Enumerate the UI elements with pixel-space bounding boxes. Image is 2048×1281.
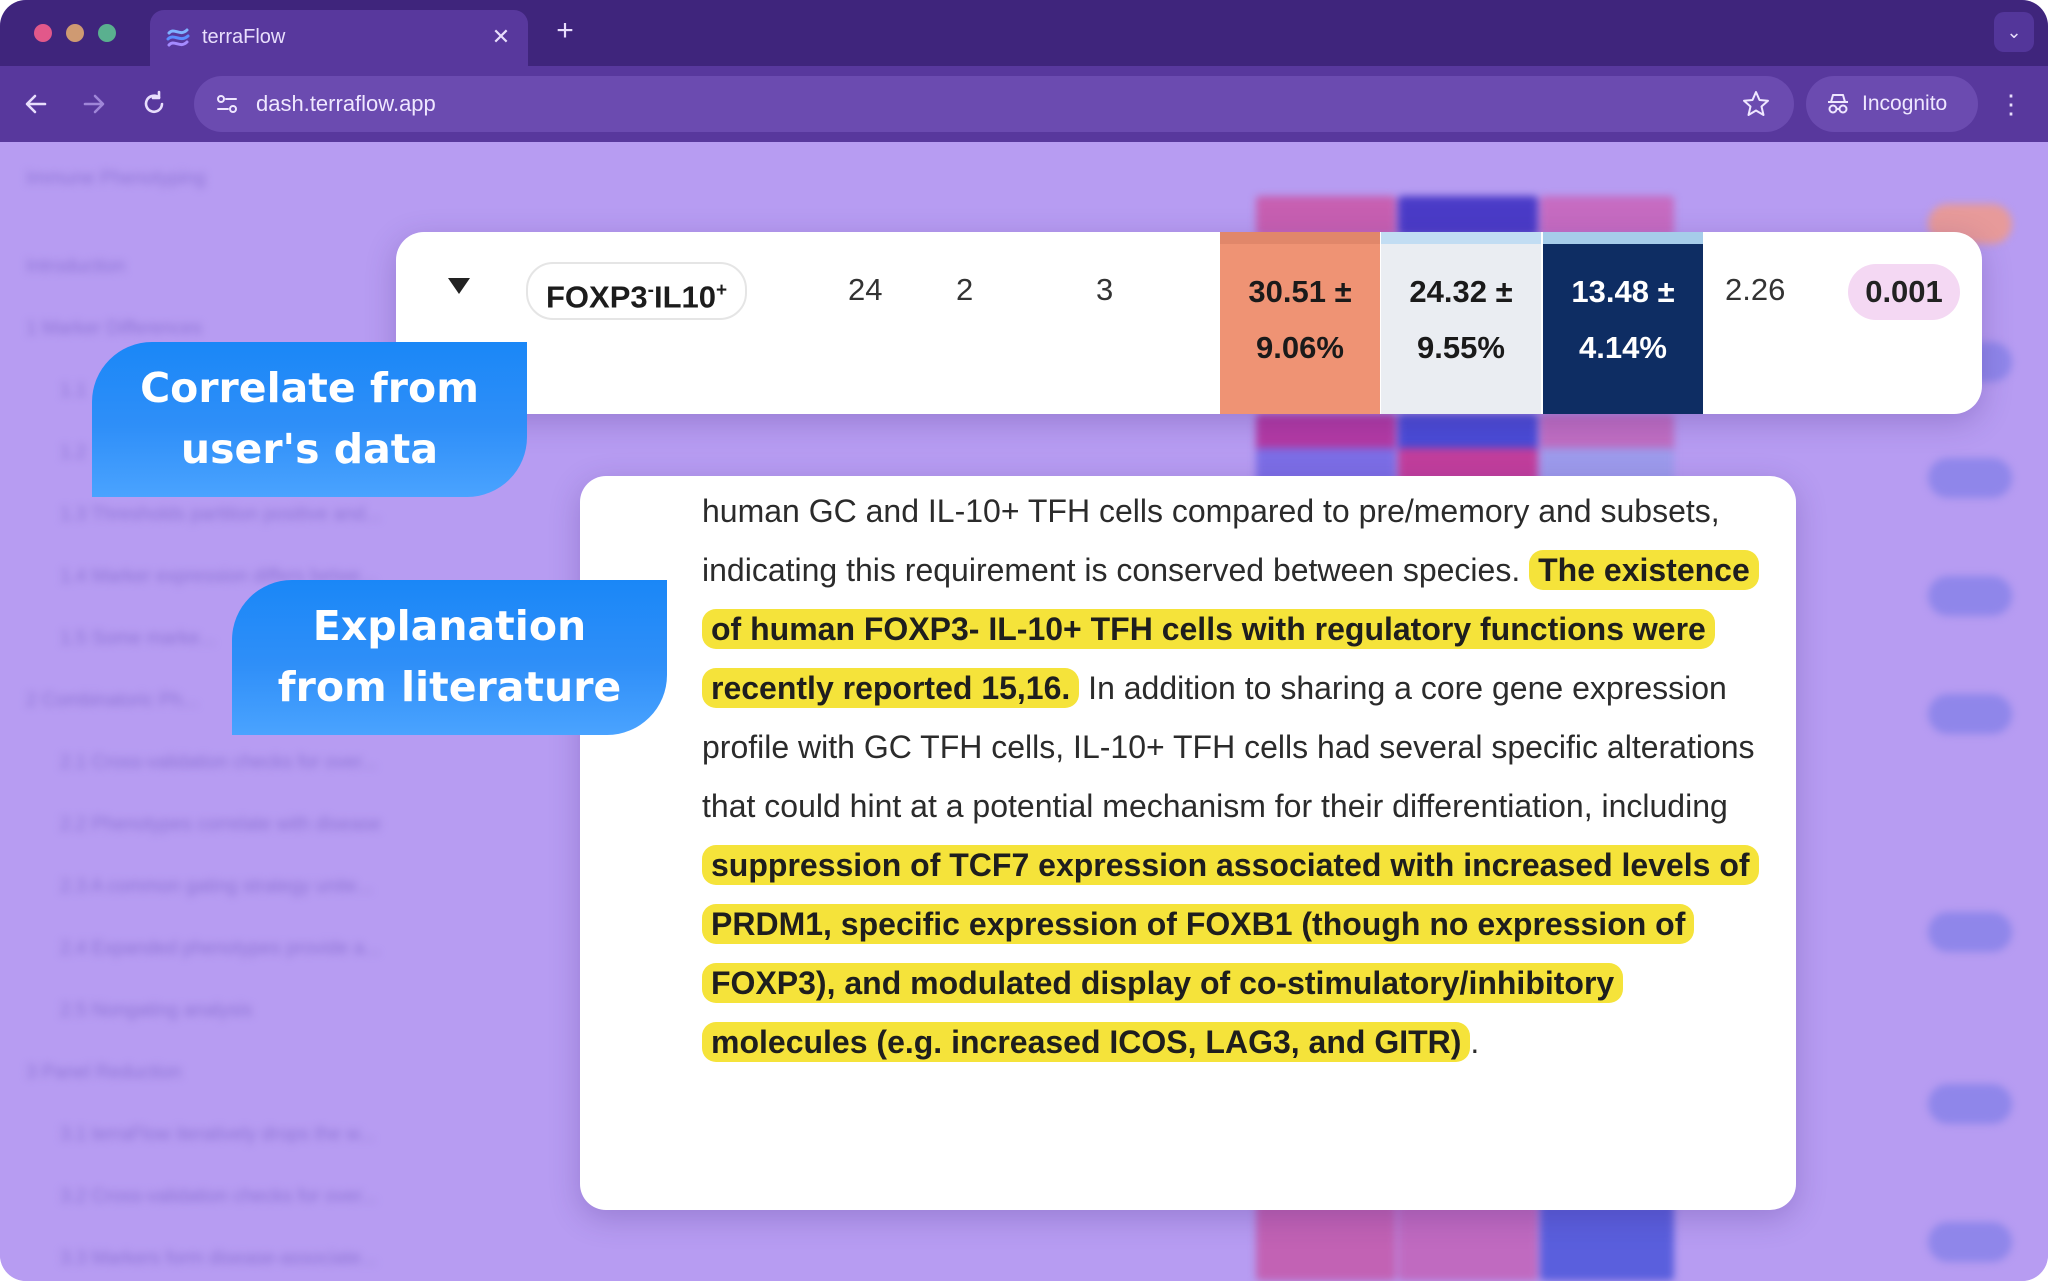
tab-title: terraFlow — [202, 26, 286, 48]
table-cell-bg — [1540, 414, 1674, 454]
stat-bar — [1381, 232, 1541, 244]
table-cell-bg — [1398, 196, 1538, 236]
stat-bar — [1220, 232, 1380, 244]
toc-item[interactable]: Immune Phenotyping — [26, 168, 206, 189]
terraflow-logo-icon — [166, 28, 190, 47]
bookmark-star-icon[interactable] — [1740, 88, 1772, 120]
tab-strip: terraFlow ✕ + ⌄ — [0, 0, 2048, 66]
toc-item[interactable]: 2.2 Phenotypes correlate with disease — [60, 814, 382, 835]
stat-c-mean: 13.48 ± — [1571, 274, 1675, 309]
toc-item[interactable]: 3.1 terraFlow iteratively drops the w... — [60, 1124, 375, 1145]
tab-terraflow[interactable]: terraFlow ✕ — [150, 10, 528, 66]
correlate-callout: Correlate from user's data — [92, 342, 527, 497]
callout-line: user's data — [180, 425, 439, 473]
stat-cell-a: 30.51 ± 9.06% — [1220, 232, 1380, 414]
table-cell-bg — [1256, 1202, 1396, 1281]
literature-sentence: human GC and IL-10+ TFH cells compared t… — [702, 493, 1720, 588]
row-ratio-value: 2.26 — [1725, 272, 1786, 307]
stat-b-sd: 9.55% — [1417, 330, 1505, 365]
row-col1-value: 24 — [848, 272, 883, 307]
minimize-window-button[interactable] — [66, 24, 84, 42]
forward-arrow-icon[interactable] — [76, 86, 112, 122]
site-settings-icon[interactable] — [212, 89, 242, 119]
toc-item[interactable]: 1.1 — [60, 380, 87, 401]
literature-text: human GC and IL-10+ TFH cells compared t… — [702, 482, 1762, 1072]
literature-period: . — [1470, 1024, 1480, 1060]
p-value-badge-bg — [1928, 576, 2012, 616]
browser-toolbar: dash.terraflow.app Incognito ⋮ — [0, 66, 2048, 142]
table-cell-bg — [1398, 1202, 1538, 1281]
toc-item[interactable]: 2 Combinatoric Ph... — [26, 690, 199, 711]
highlighted-evidence-2: suppression of TCF7 expression associate… — [702, 845, 1759, 1062]
phenotype-marker-2: IL10 — [653, 279, 717, 315]
stat-bar — [1543, 232, 1703, 244]
incognito-indicator[interactable]: Incognito — [1806, 76, 1978, 132]
table-cell-bg — [1398, 414, 1538, 454]
p-value-badge-bg — [1928, 912, 2012, 952]
back-arrow-icon[interactable] — [18, 86, 54, 122]
phenotype-chip[interactable]: FOXP3-IL10+ — [526, 262, 748, 320]
phenotype-sign-1: - — [647, 280, 654, 301]
callout-line: from literature — [277, 663, 622, 711]
incognito-icon — [1828, 94, 1848, 114]
reload-icon[interactable] — [136, 86, 172, 122]
callout-line: Explanation — [312, 602, 587, 650]
toc-item[interactable]: 3.3 Markers form disease-associate... — [60, 1248, 377, 1269]
toc-item[interactable]: 1.5 Some marke... — [60, 628, 216, 649]
toc-item[interactable]: Introduction — [26, 256, 126, 277]
phenotype-sign-2: + — [716, 280, 728, 301]
toc-item[interactable]: 2.4 Expanded phenotypes provide a... — [60, 938, 381, 959]
literature-excerpt-card: human GC and IL-10+ TFH cells compared t… — [580, 476, 1796, 1210]
tab-search-chevron-icon[interactable]: ⌄ — [1994, 12, 2034, 52]
table-cell-bg — [1256, 414, 1396, 454]
row-col3-value: 3 — [1096, 272, 1114, 307]
toc-item[interactable]: 1.3 Thresholds partition positive and... — [60, 504, 381, 525]
close-window-button[interactable] — [34, 24, 52, 42]
stat-c-sd: 4.14% — [1579, 330, 1667, 365]
table-cell-bg — [1256, 196, 1396, 236]
toc-item[interactable]: 3 Panel Reduction — [26, 1062, 182, 1083]
p-value-badge-bg — [1928, 694, 2012, 734]
stat-cell-c: 13.48 ± 4.14% — [1543, 232, 1703, 414]
stat-a-mean: 30.51 ± — [1248, 274, 1352, 309]
toc-item[interactable]: 2.3 A common gating strategy unite... — [60, 876, 373, 897]
close-tab-icon[interactable]: ✕ — [491, 24, 511, 49]
table-cell-bg — [1540, 1202, 1674, 1281]
p-value-badge-bg — [1928, 1084, 2012, 1124]
p-value-badge-bg — [1928, 1222, 2012, 1262]
address-bar[interactable]: dash.terraflow.app — [194, 76, 1794, 132]
p-value-badge-bg — [1928, 458, 2012, 498]
toc-item[interactable]: 3.2 Cross-validation checks for over... — [60, 1186, 377, 1207]
toc-item[interactable]: 2.5 Nongating analysis — [60, 1000, 253, 1021]
phenotype-row-card: FOXP3-IL10+ 24 2 3 30.51 ± 9.06% 24.32 ±… — [396, 232, 1982, 414]
url-text: dash.terraflow.app — [256, 91, 436, 116]
stat-a-sd: 9.06% — [1256, 330, 1344, 365]
phenotype-marker-1: FOXP3 — [546, 279, 648, 315]
expand-row-triangle-icon[interactable] — [448, 278, 470, 294]
row-col2-value: 2 — [956, 272, 974, 307]
maximize-window-button[interactable] — [98, 24, 116, 42]
explanation-callout: Explanation from literature — [232, 580, 667, 735]
incognito-label: Incognito — [1862, 92, 1948, 115]
toc-item[interactable]: 1 Marker Differences — [26, 318, 202, 339]
toc-item[interactable]: 2.1 Cross-validation checks for over... — [60, 752, 377, 773]
stat-b-mean: 24.32 ± — [1409, 274, 1513, 309]
p-value-badge: 0.001 — [1848, 264, 1960, 320]
stat-cell-b: 24.32 ± 9.55% — [1381, 232, 1541, 414]
literature-sentence: In addition to sharing a core gene expre… — [702, 670, 1755, 824]
table-cell-bg — [1540, 196, 1674, 236]
new-tab-button[interactable]: + — [556, 14, 574, 47]
callout-line: Correlate from — [140, 364, 479, 412]
browser-menu-icon[interactable]: ⋮ — [1998, 89, 2024, 119]
toc-item[interactable]: 1.2 — [60, 442, 87, 463]
